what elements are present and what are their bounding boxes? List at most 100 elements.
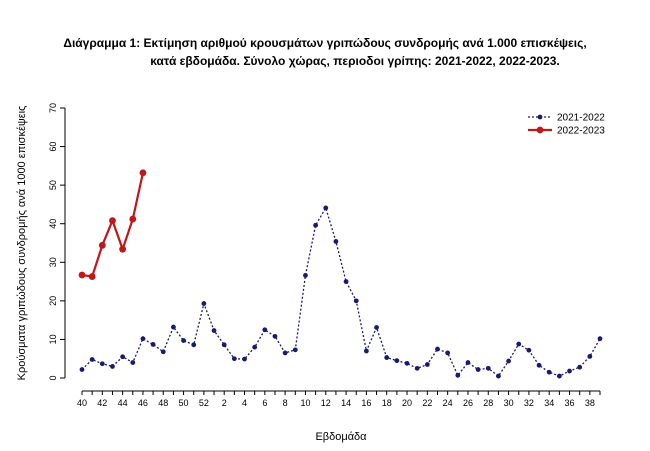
y-tick-label: 20 (48, 296, 58, 306)
x-tick-label: 24 (443, 398, 453, 408)
data-point (567, 368, 572, 374)
data-point (323, 205, 329, 211)
data-point (99, 361, 105, 367)
x-tick-label: 28 (483, 398, 493, 408)
data-point (313, 222, 319, 228)
x-tick-label: 4 (242, 398, 247, 408)
chart-title-line-1: Διάγραμμα 1: Εκτίμηση αριθμού κρουσμάτων… (63, 36, 587, 50)
data-point (333, 239, 339, 244)
data-point (139, 169, 147, 177)
chart-series (78, 169, 603, 379)
x-tick-label: 50 (179, 398, 189, 408)
x-tick-label: 44 (118, 398, 128, 408)
data-point (496, 373, 501, 379)
data-point (516, 341, 522, 347)
data-point (414, 365, 420, 371)
y-tick-label: 10 (48, 334, 58, 344)
x-tick-label: 18 (382, 398, 392, 408)
data-point (455, 372, 461, 378)
data-point (130, 360, 136, 365)
data-point (465, 360, 471, 365)
data-point (191, 342, 197, 348)
data-point (292, 347, 298, 353)
x-tick-label: 10 (300, 398, 310, 408)
data-point (384, 355, 390, 360)
x-tick-label: 34 (544, 398, 554, 408)
data-point (424, 362, 430, 367)
data-point (475, 367, 481, 372)
data-point (181, 338, 186, 343)
y-tick-label: 40 (48, 219, 58, 229)
data-point (485, 365, 491, 371)
series-2021-2022 (79, 205, 603, 379)
data-point (262, 327, 268, 333)
y-tick-label: 0 (48, 375, 58, 380)
data-point (110, 364, 115, 369)
x-tick-label: 40 (77, 398, 87, 408)
data-point (231, 356, 237, 362)
y-tick-label: 60 (48, 142, 58, 152)
data-point (556, 373, 562, 379)
x-tick-label: 6 (262, 398, 267, 408)
x-tick-label: 2 (222, 398, 227, 408)
x-tick-label: 48 (158, 398, 168, 408)
data-point (89, 357, 95, 362)
legend-label: 2022-2023 (557, 126, 605, 137)
data-point (109, 217, 116, 225)
data-point (577, 364, 583, 370)
series-2022-2023 (78, 169, 147, 280)
series-line-2022-2023 (81, 172, 145, 278)
data-point (160, 349, 166, 355)
y-tick-label: 50 (48, 180, 58, 190)
data-point (353, 298, 359, 304)
data-point (536, 362, 542, 368)
data-point (546, 369, 552, 375)
data-point (587, 354, 593, 359)
y-tick-label: 70 (48, 103, 58, 113)
data-point (129, 215, 137, 223)
x-tick-label: 46 (138, 398, 148, 408)
data-point (303, 273, 308, 278)
x-tick-label: 30 (504, 398, 514, 408)
x-tick-label: 38 (585, 398, 595, 408)
data-point (242, 356, 247, 362)
data-point (445, 350, 451, 356)
data-point (171, 324, 176, 330)
data-point (282, 350, 288, 356)
x-tick-label: 8 (283, 398, 288, 408)
data-point (343, 279, 349, 284)
data-point (150, 342, 156, 347)
data-point (78, 271, 86, 279)
legend-label: 2021-2022 (557, 113, 605, 124)
series-line-2021-2022 (81, 206, 601, 378)
data-point (404, 360, 410, 366)
x-axis-label: Εβδομάδα (315, 431, 367, 443)
x-tick-label: 12 (321, 398, 331, 408)
data-point (506, 358, 511, 364)
x-tick-label: 14 (341, 398, 351, 408)
chart-legend: 2021-2022 2022-2023 (528, 113, 605, 137)
y-axis-label: Κρούσματα γριπώδους συνδρομής ανά 1000 ε… (16, 106, 28, 381)
x-tick-label: 22 (422, 398, 432, 408)
data-point (597, 336, 603, 342)
x-tick-label: 52 (199, 398, 209, 408)
x-tick-label: 26 (463, 398, 473, 408)
data-point (140, 336, 146, 342)
data-point (211, 328, 217, 333)
data-point (79, 367, 85, 372)
data-point (363, 348, 369, 354)
data-point (201, 301, 207, 306)
data-point (88, 273, 96, 280)
y-tick-label: 30 (48, 257, 58, 267)
data-point (221, 342, 227, 348)
x-tick-label: 20 (402, 398, 412, 408)
data-point (526, 347, 532, 353)
chart-title-line-2: κατά εβδομάδα. Σύνολο χώρας, περιοδοι γρ… (150, 54, 560, 68)
legend-marker (537, 114, 543, 120)
data-point (272, 333, 278, 339)
data-point (394, 358, 400, 364)
data-point (435, 346, 440, 352)
data-point (119, 245, 127, 253)
